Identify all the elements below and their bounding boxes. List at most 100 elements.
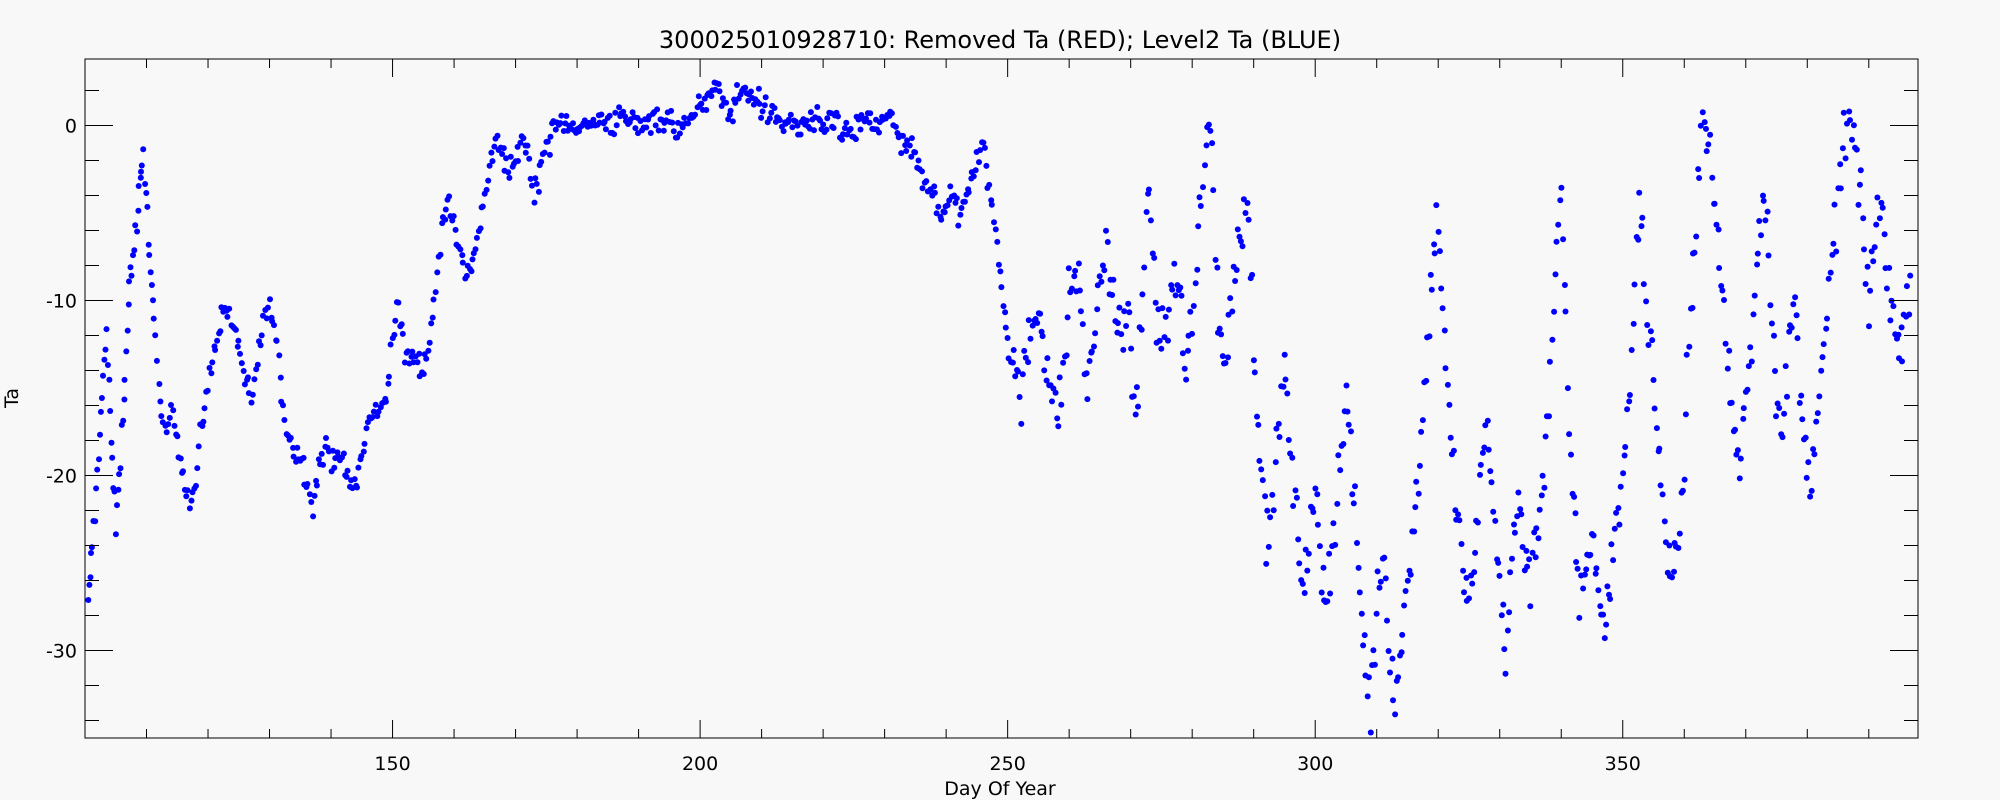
data-point bbox=[1895, 331, 1902, 338]
data-point bbox=[980, 139, 987, 146]
data-point bbox=[1477, 461, 1484, 468]
data-point bbox=[1824, 315, 1830, 322]
data-point bbox=[104, 362, 111, 368]
data-point bbox=[1748, 358, 1755, 365]
data-point bbox=[1263, 560, 1270, 567]
data-point bbox=[360, 448, 367, 455]
data-point bbox=[1219, 353, 1226, 360]
data-point bbox=[1628, 347, 1635, 353]
data-point bbox=[1546, 358, 1553, 365]
data-point bbox=[1549, 336, 1556, 343]
data-point bbox=[450, 213, 457, 220]
data-point bbox=[1109, 292, 1116, 298]
data-point bbox=[1898, 324, 1905, 331]
data-point bbox=[271, 322, 277, 329]
data-point bbox=[1455, 511, 1462, 518]
data-point bbox=[716, 88, 723, 95]
data-point bbox=[1237, 238, 1244, 245]
data-point bbox=[432, 289, 439, 296]
data-point bbox=[1064, 314, 1071, 321]
data-point bbox=[1364, 693, 1371, 700]
data-point bbox=[1413, 478, 1420, 485]
data-point bbox=[140, 146, 147, 153]
data-point bbox=[1316, 543, 1323, 550]
data-point bbox=[1389, 655, 1396, 662]
data-point bbox=[138, 168, 144, 175]
data-point bbox=[123, 348, 130, 355]
data-point bbox=[1533, 525, 1540, 532]
data-point bbox=[469, 256, 476, 263]
data-point bbox=[1703, 125, 1709, 132]
data-point bbox=[787, 111, 794, 118]
data-point bbox=[340, 450, 347, 457]
data-point bbox=[1538, 492, 1545, 499]
data-point bbox=[446, 193, 453, 200]
data-point bbox=[463, 272, 470, 279]
data-point bbox=[1265, 543, 1272, 550]
data-point bbox=[1679, 487, 1686, 494]
data-point bbox=[1728, 399, 1735, 406]
x-tick-label: 250 bbox=[990, 753, 1026, 775]
data-point bbox=[1504, 627, 1511, 634]
data-point bbox=[273, 337, 280, 344]
data-point bbox=[931, 189, 938, 196]
data-point bbox=[100, 372, 106, 379]
data-point bbox=[1790, 301, 1797, 308]
data-point bbox=[748, 88, 754, 95]
x-tick-label: 150 bbox=[374, 753, 410, 775]
data-point bbox=[1719, 287, 1726, 294]
data-point bbox=[685, 120, 692, 127]
data-point bbox=[505, 169, 512, 176]
data-point bbox=[1756, 218, 1763, 224]
data-point bbox=[1054, 415, 1061, 422]
data-point bbox=[1374, 568, 1381, 575]
data-point bbox=[1075, 260, 1082, 267]
data-point bbox=[830, 125, 837, 131]
data-point bbox=[1079, 321, 1086, 328]
data-point bbox=[156, 381, 163, 387]
data-point bbox=[908, 135, 915, 142]
data-point bbox=[1907, 272, 1914, 279]
data-point bbox=[1084, 396, 1091, 403]
data-point bbox=[643, 124, 650, 131]
x-tick-label: 200 bbox=[682, 753, 718, 775]
data-point bbox=[241, 381, 248, 388]
data-point bbox=[115, 486, 122, 493]
data-point bbox=[995, 261, 1002, 268]
data-point bbox=[915, 157, 922, 164]
data-point bbox=[214, 337, 221, 344]
data-point bbox=[294, 444, 301, 451]
data-point bbox=[953, 195, 960, 202]
data-point bbox=[998, 284, 1005, 291]
data-point bbox=[1002, 324, 1009, 331]
data-point bbox=[1860, 215, 1867, 222]
data-point bbox=[1273, 425, 1280, 432]
data-point bbox=[124, 327, 131, 334]
data-point bbox=[1361, 632, 1368, 639]
data-point bbox=[1597, 603, 1604, 610]
data-point bbox=[1255, 421, 1262, 428]
data-point bbox=[1000, 303, 1007, 310]
data-point bbox=[923, 178, 930, 185]
data-point bbox=[1285, 437, 1292, 443]
data-point bbox=[165, 421, 172, 428]
data-point bbox=[1724, 365, 1731, 372]
data-point bbox=[472, 246, 479, 253]
data-point bbox=[106, 376, 113, 383]
data-point bbox=[1222, 360, 1229, 366]
data-point bbox=[1009, 359, 1016, 366]
data-point bbox=[1029, 322, 1036, 329]
data-point bbox=[1649, 337, 1656, 344]
data-point bbox=[264, 304, 271, 311]
data-point bbox=[1535, 535, 1542, 542]
data-point bbox=[507, 153, 514, 160]
data-point bbox=[1332, 541, 1339, 548]
data-point bbox=[552, 126, 559, 133]
data-point bbox=[1745, 363, 1752, 370]
data-point bbox=[238, 360, 245, 367]
data-point bbox=[1573, 559, 1580, 565]
data-point bbox=[206, 364, 213, 371]
data-point bbox=[1754, 250, 1761, 257]
data-point bbox=[1631, 281, 1638, 288]
